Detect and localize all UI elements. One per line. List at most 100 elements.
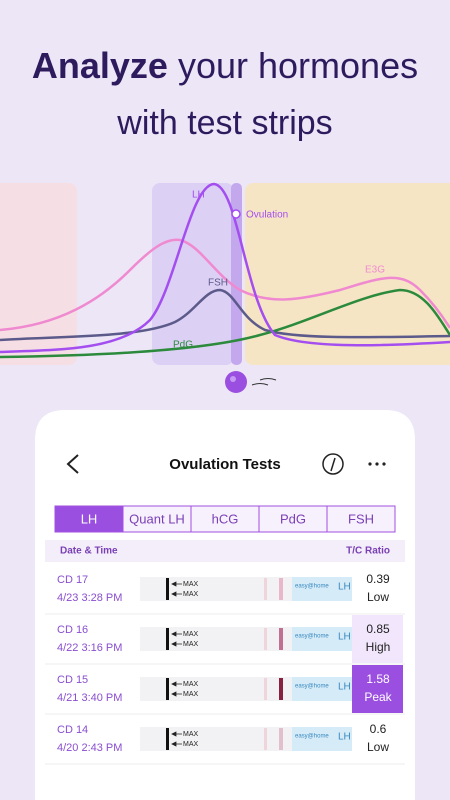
strip-window — [292, 627, 352, 651]
tab[interactable] — [258, 505, 328, 533]
strip-max-label: MAX — [183, 681, 199, 688]
strip-max-label: MAX — [183, 591, 199, 598]
strip-window — [292, 577, 352, 601]
ovulation-label: Ovulation — [246, 210, 288, 221]
tab[interactable] — [190, 505, 260, 533]
test-row[interactable]: CD 15 4/21 3:40 PM MAX MAX easy@home LH 1.58 Pe… — [45, 665, 405, 715]
control-line — [264, 628, 267, 650]
test-datetime: 4/22 3:16 PM — [57, 642, 122, 654]
headline: Analyze your hormones — [32, 45, 418, 86]
ovulation-dot — [231, 209, 241, 219]
strip-test-label: LH — [338, 582, 351, 593]
cycle-day: CD 14 — [57, 724, 88, 736]
strip-max-line — [166, 728, 169, 750]
ratio-cell — [352, 715, 403, 763]
more-button[interactable] — [368, 462, 386, 466]
strip-window — [292, 677, 352, 701]
strip-brand: easy@home — [295, 734, 329, 740]
test-row[interactable]: CD 16 4/22 3:16 PM MAX MAX easy@home LH 0.85 Hi… — [45, 615, 405, 665]
test-datetime: 4/21 3:40 PM — [57, 692, 122, 704]
strip-max-label: MAX — [183, 631, 199, 638]
ovulation-bar — [231, 183, 242, 365]
test-row[interactable]: CD 14 4/20 2:43 PM MAX MAX easy@home LH 0.6 Low — [45, 715, 405, 765]
arrow — [171, 741, 182, 747]
egg-icon — [225, 371, 247, 393]
arrow — [171, 631, 182, 637]
arrow — [171, 591, 182, 597]
test-line — [279, 678, 283, 700]
test-list: CD 17 4/23 3:28 PM MAX MAX easy@home LH 0.39 Lo… — [45, 565, 405, 765]
pdg-label: PdG — [173, 340, 193, 351]
sperm-icon — [251, 378, 277, 386]
arrow — [171, 691, 182, 697]
test-line — [279, 578, 283, 600]
strip-max-label: MAX — [183, 691, 199, 698]
strip-test-label: LH — [338, 682, 351, 693]
strip-max-label: MAX — [183, 641, 199, 648]
tab[interactable] — [122, 505, 192, 533]
ratio-value: 0.85 — [366, 622, 390, 636]
back-button[interactable] — [66, 454, 79, 474]
test-row[interactable]: CD 17 4/23 3:28 PM MAX MAX easy@home LH 0.39 Lo… — [45, 565, 405, 615]
strip-max-line — [166, 628, 169, 650]
arrow — [171, 581, 182, 587]
strip-max-label: MAX — [183, 741, 199, 748]
strip-max-label: MAX — [183, 731, 199, 738]
screen-title: Ovulation Tests — [169, 456, 280, 473]
control-line — [264, 578, 267, 600]
cycle-day: CD 17 — [57, 574, 88, 586]
ratio-cell — [352, 565, 403, 613]
fsh-label: FSH — [208, 278, 228, 289]
ratio-level: High — [366, 640, 391, 654]
cycle-day: CD 15 — [57, 674, 88, 686]
strip-window — [292, 727, 352, 751]
strip-brand: easy@home — [295, 584, 329, 590]
test-datetime: 4/23 3:28 PM — [57, 592, 122, 604]
tab-label: FSH — [348, 511, 374, 526]
headline-rest: your hormones — [178, 45, 418, 86]
control-line — [264, 728, 267, 750]
lh-label: LH — [192, 190, 205, 201]
headline-line2: with test strips — [116, 104, 332, 142]
test-datetime: 4/20 2:43 PM — [57, 742, 122, 754]
tab-bar: LH Quant LH hCG PdG FSH — [54, 505, 396, 533]
strip-max-line — [166, 578, 169, 600]
test-line — [279, 628, 283, 650]
dot — [382, 462, 386, 466]
phase-box — [0, 183, 77, 365]
ratio-cell — [352, 665, 403, 713]
arrow — [171, 641, 182, 647]
test-line — [279, 728, 283, 750]
strip-test-label: LH — [338, 732, 351, 743]
table-header — [45, 540, 405, 562]
tab-label: Quant LH — [129, 511, 185, 526]
ratio-level: Low — [367, 740, 389, 754]
column-header: T/C Ratio — [346, 546, 390, 557]
strip-test-label: LH — [338, 632, 351, 643]
e3g-curve — [0, 238, 450, 332]
phase-box — [152, 183, 234, 365]
dot — [375, 462, 379, 466]
headline-bold: Analyze — [32, 45, 168, 86]
strip-brand: easy@home — [295, 684, 329, 690]
strip-brand: easy@home — [295, 634, 329, 640]
strip-max-line — [166, 678, 169, 700]
ratio-level: Low — [367, 590, 389, 604]
ratio-value: 1.58 — [366, 672, 390, 686]
e3g-label: E3G — [365, 265, 385, 276]
dot — [368, 462, 372, 466]
strip-max-label: MAX — [183, 581, 199, 588]
lh-curve — [0, 182, 450, 354]
ratio-level: Peak — [364, 690, 392, 704]
tab[interactable] — [326, 505, 396, 533]
pdg-curve — [0, 288, 450, 359]
column-header: Date & Time — [60, 546, 118, 557]
info-button[interactable] — [322, 453, 344, 475]
egg-icon-highlight — [230, 376, 236, 382]
ratio-value: 0.39 — [366, 572, 390, 586]
tab[interactable] — [54, 505, 124, 533]
arrow — [171, 681, 182, 687]
fsh-curve — [0, 288, 450, 342]
